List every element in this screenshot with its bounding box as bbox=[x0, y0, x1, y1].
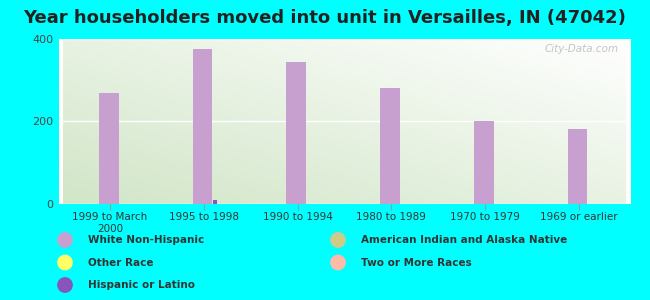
Bar bbox=[289, 62, 306, 204]
Bar bbox=[383, 88, 400, 204]
Bar bbox=[99, 93, 103, 204]
Bar bbox=[196, 49, 213, 204]
Bar bbox=[571, 129, 588, 204]
Text: White Non-Hispanic: White Non-Hispanic bbox=[88, 235, 204, 245]
Text: Two or More Races: Two or More Races bbox=[361, 257, 471, 268]
Bar bbox=[476, 121, 493, 204]
Text: City-Data.com: City-Data.com bbox=[545, 44, 619, 54]
Bar bbox=[192, 49, 196, 204]
Text: Other Race: Other Race bbox=[88, 257, 153, 268]
Bar bbox=[202, 200, 205, 204]
Bar bbox=[567, 129, 571, 204]
Bar bbox=[474, 121, 478, 204]
Text: American Indian and Alaska Native: American Indian and Alaska Native bbox=[361, 235, 567, 245]
Bar bbox=[287, 62, 290, 204]
Text: Hispanic or Latino: Hispanic or Latino bbox=[88, 280, 195, 290]
Bar bbox=[213, 200, 217, 204]
Bar bbox=[101, 93, 118, 204]
Text: Year householders moved into unit in Versailles, IN (47042): Year householders moved into unit in Ver… bbox=[23, 9, 627, 27]
Bar bbox=[380, 88, 384, 204]
